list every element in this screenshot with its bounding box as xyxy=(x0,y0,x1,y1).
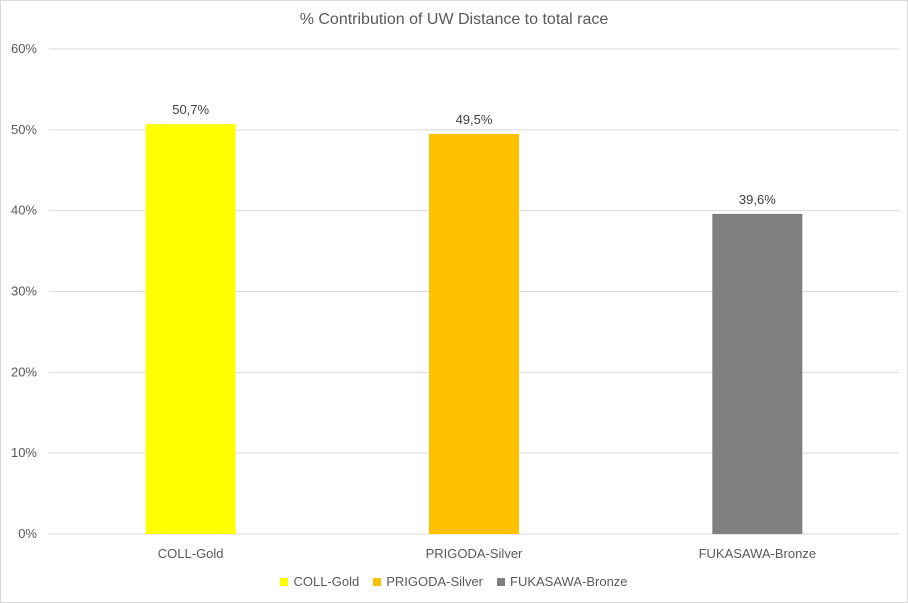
y-tick-label-40: 40% xyxy=(11,203,37,218)
data-label-prigoda-silver: 49,5% xyxy=(456,112,493,127)
chart-title: % Contribution of UW Distance to total r… xyxy=(299,11,609,28)
x-tick-label-coll-gold: COLL-Gold xyxy=(158,546,224,561)
legend-label-coll-gold: COLL-Gold xyxy=(293,574,360,589)
chart-legend: COLL-Gold PRIGODA-Silver FUKASAWA-Bronze xyxy=(1,574,907,589)
bar-coll-gold xyxy=(145,124,236,535)
legend-label-fukasawa-bronze: FUKASAWA-Bronze xyxy=(510,574,628,589)
data-label-coll-gold: 50,7% xyxy=(172,102,209,117)
bar-fukasawa-bronze xyxy=(712,213,803,534)
x-tick-label-fukasawa-bronze: FUKASAWA-Bronze xyxy=(699,546,817,561)
y-tick-label-30: 30% xyxy=(11,284,37,299)
legend-item-fukasawa-bronze: FUKASAWA-Bronze xyxy=(497,574,628,589)
y-tick-label-50: 50% xyxy=(11,122,37,137)
x-tick-label-prigoda-silver: PRIGODA-Silver xyxy=(426,546,523,561)
y-tick-label-20: 20% xyxy=(11,364,37,379)
data-label-fukasawa-bronze: 39,6% xyxy=(739,192,776,207)
y-tick-label-0: 0% xyxy=(18,526,37,541)
legend-label-prigoda-silver: PRIGODA-Silver xyxy=(386,574,484,589)
legend-item-prigoda-silver: PRIGODA-Silver xyxy=(373,574,483,589)
legend-item-coll-gold: COLL-Gold xyxy=(280,574,359,589)
y-tick-label-60: 60% xyxy=(11,41,37,56)
legend-swatch-coll-gold xyxy=(280,577,289,586)
legend-swatch-fukasawa-bronze xyxy=(497,577,506,586)
y-tick-label-10: 10% xyxy=(11,445,37,460)
legend-swatch-prigoda-silver xyxy=(373,577,382,586)
bar-prigoda-silver xyxy=(429,133,519,534)
